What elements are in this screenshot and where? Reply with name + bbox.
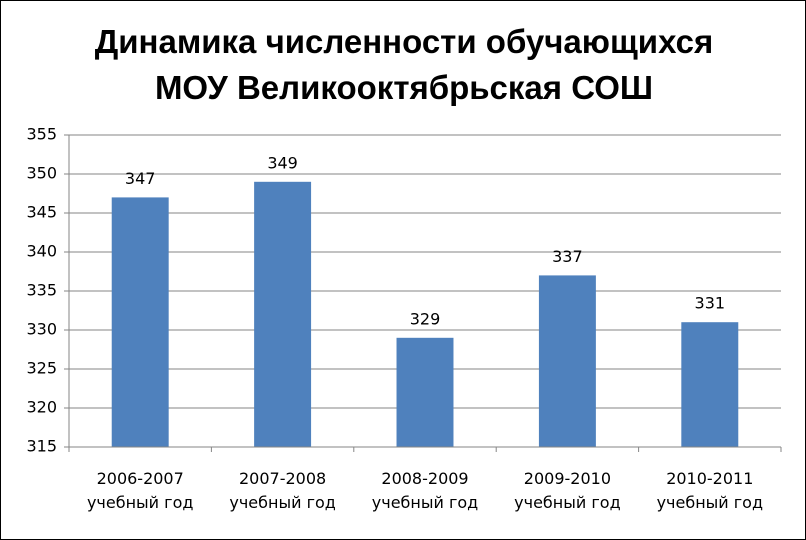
value-label: 329 — [410, 309, 441, 328]
x-tick-label: 2010-2011 учебный год — [656, 469, 764, 512]
value-label: 337 — [552, 247, 583, 266]
x-tick-label: 2007-2008 учебный год — [229, 469, 336, 512]
bar — [396, 337, 454, 447]
y-tick-label: 340 — [26, 242, 57, 261]
y-tick-label: 335 — [26, 281, 57, 300]
bar — [111, 197, 169, 447]
y-tick-label: 345 — [26, 203, 57, 222]
bar — [538, 275, 596, 447]
y-tick-label: 320 — [26, 398, 57, 417]
x-tick-label: 2009-2010 учебный год — [514, 469, 621, 512]
bar — [254, 181, 312, 448]
value-label: 349 — [267, 153, 298, 172]
x-tick-label: 2006-2007 учебный год — [86, 469, 194, 512]
bar — [681, 322, 739, 447]
y-tick-label: 325 — [26, 359, 57, 378]
y-tick-label: 355 — [26, 125, 57, 144]
chart-title: Динамика численности обучающихся МОУ Вел… — [94, 23, 714, 106]
y-tick-label: 330 — [26, 320, 57, 339]
value-label: 331 — [695, 294, 726, 313]
x-tick-label: 2008-2009 учебный год — [371, 469, 479, 512]
value-label: 347 — [125, 169, 156, 188]
y-tick-label: 315 — [26, 437, 57, 456]
y-tick-label: 350 — [26, 164, 57, 183]
